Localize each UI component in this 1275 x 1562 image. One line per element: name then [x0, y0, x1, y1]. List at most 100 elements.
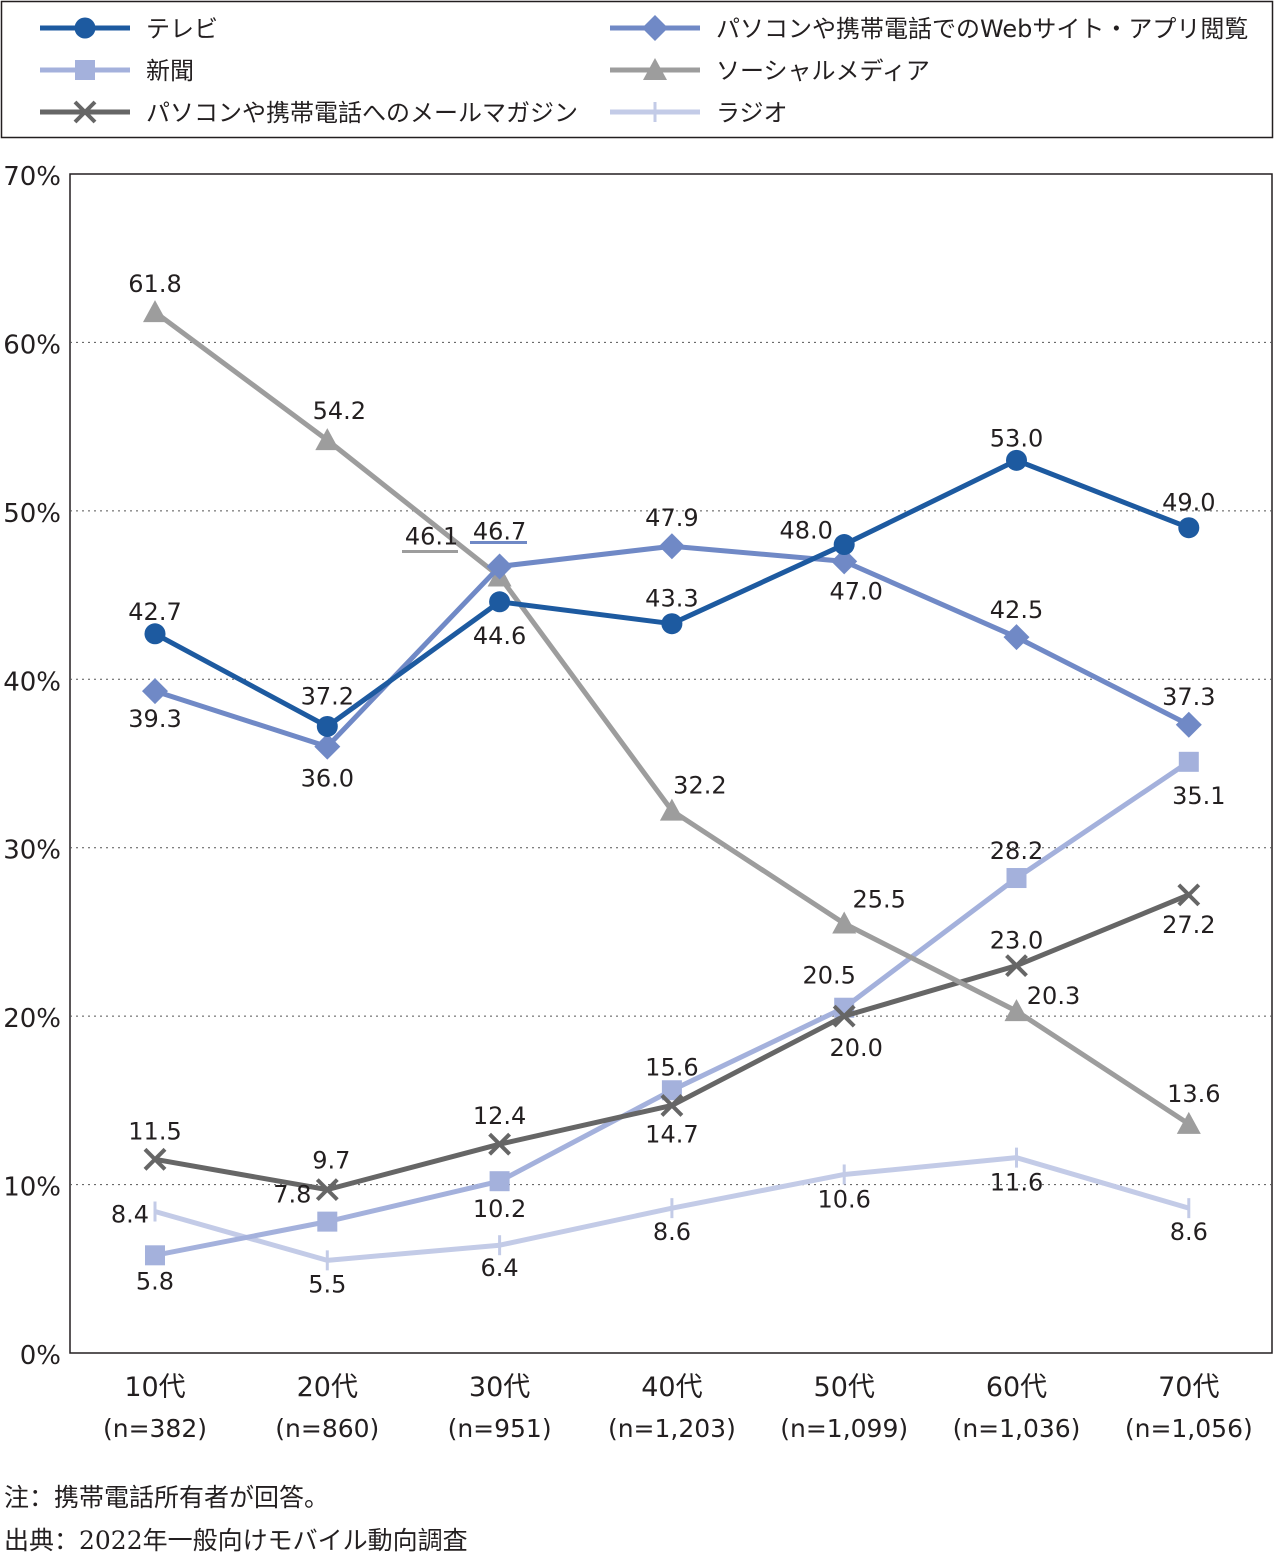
data-point — [488, 1132, 512, 1156]
data-point — [145, 1245, 165, 1266]
legend-label: ラジオ — [716, 99, 788, 127]
data-label: 27.2 — [1162, 911, 1215, 939]
data-point — [315, 1178, 339, 1202]
data-point — [1005, 954, 1028, 978]
data-label: 61.8 — [128, 270, 181, 298]
x-tick-note: (n=1,036) — [953, 1414, 1081, 1443]
data-point — [1003, 624, 1030, 651]
data-point — [1177, 883, 1201, 907]
data-label: 37.2 — [301, 682, 354, 710]
x-tick-note: (n=951) — [448, 1414, 552, 1443]
legend-item: パソコンや携帯電話へのメールマガジン — [40, 99, 578, 127]
data-point — [832, 911, 857, 934]
data-label: 5.5 — [308, 1270, 346, 1298]
data-label: 9.7 — [312, 1147, 350, 1175]
data-label: 20.5 — [802, 962, 855, 990]
legend-label: パソコンや携帯電話でのWebサイト・アプリ閲覧 — [716, 15, 1248, 43]
legend-item: ソーシャルメディア — [610, 57, 930, 85]
legend-marker — [73, 100, 97, 124]
y-tick-label: 60% — [3, 330, 61, 360]
data-point — [1006, 868, 1027, 889]
data-label: 6.4 — [481, 1254, 519, 1282]
data-label: 11.6 — [990, 1169, 1043, 1197]
legend-marker — [75, 60, 95, 80]
footnote-source: 出典：2022年一般向けモバイル動向調査 — [4, 1526, 468, 1555]
data-point — [1006, 449, 1027, 471]
data-label: 5.8 — [136, 1267, 174, 1295]
legend-label: パソコンや携帯電話へのメールマガジン — [146, 99, 578, 127]
x-tick-label: 60代 — [986, 1372, 1047, 1403]
data-label: 36.0 — [301, 765, 354, 793]
y-tick-label: 10% — [3, 1173, 61, 1203]
x-tick-label: 20代 — [297, 1372, 358, 1403]
data-label: 44.6 — [473, 622, 526, 650]
legend-label: テレビ — [146, 15, 218, 43]
data-point — [661, 1080, 682, 1101]
data-point — [489, 1171, 510, 1192]
data-point — [658, 533, 685, 560]
series-group — [143, 883, 1201, 1202]
x-tick-note: (n=1,099) — [780, 1414, 908, 1443]
data-point — [314, 733, 341, 760]
data-label: 42.7 — [128, 598, 181, 626]
x-tick-label: 70代 — [1158, 1372, 1219, 1403]
data-point — [659, 798, 684, 821]
data-label: 11.5 — [128, 1117, 181, 1145]
data-label: 47.0 — [829, 577, 882, 605]
data-label: 53.0 — [990, 424, 1043, 452]
data-point — [142, 678, 168, 705]
data-label: 10.2 — [473, 1195, 526, 1223]
plot-frame — [69, 173, 1273, 1354]
footnote-note: 注：携帯電話所有者が回答。 — [4, 1483, 330, 1512]
legend-item: パソコンや携帯電話でのWebサイト・アプリ閲覧 — [610, 15, 1248, 43]
y-tick-label: 50% — [3, 499, 61, 529]
data-label: 43.3 — [645, 585, 698, 613]
data-label: 20.3 — [1027, 982, 1080, 1010]
data-label: 25.5 — [852, 886, 905, 914]
data-label: 15.6 — [645, 1053, 698, 1081]
x-tick-label: 30代 — [469, 1372, 530, 1403]
y-tick-label: 40% — [3, 667, 61, 697]
series-group — [143, 300, 1201, 1134]
series-group — [142, 533, 1202, 760]
plot-area: 0% 10% 20% 30% 40% 50% 60% 70% 10代 (n=382) 20代 (n=8… — [3, 162, 1273, 1443]
data-label: 23.0 — [990, 927, 1043, 955]
data-label: 42.5 — [990, 596, 1043, 624]
data-label: 28.2 — [990, 837, 1043, 865]
data-point — [489, 591, 511, 613]
data-label: 8.6 — [653, 1218, 691, 1246]
data-label: 12.4 — [473, 1102, 526, 1130]
data-point — [486, 553, 513, 580]
x-tick-note: (n=860) — [275, 1414, 379, 1443]
data-label: 8.6 — [1170, 1218, 1208, 1246]
legend-marker — [74, 17, 96, 39]
y-tick-label: 70% — [3, 162, 61, 192]
data-point — [1176, 1111, 1201, 1134]
data-point — [143, 300, 167, 323]
data-point — [316, 715, 338, 737]
data-label: 35.1 — [1172, 782, 1225, 810]
data-label: 54.2 — [313, 397, 366, 425]
data-label: 7.8 — [273, 1181, 311, 1209]
data-point — [833, 534, 855, 556]
data-label: 8.4 — [111, 1201, 149, 1229]
data-label: 37.3 — [1162, 683, 1215, 711]
data-point — [1175, 711, 1202, 738]
legend-item: テレビ — [40, 15, 218, 43]
data-label: 13.6 — [1167, 1080, 1220, 1108]
legend-item: 新聞 — [40, 57, 194, 85]
data-point — [660, 1093, 684, 1117]
data-point — [1178, 751, 1199, 772]
data-label: 46.7 — [473, 517, 526, 545]
data-label: 10.6 — [817, 1185, 870, 1213]
data-label: 32.2 — [673, 772, 726, 800]
data-point — [317, 1211, 338, 1232]
data-point — [831, 548, 858, 575]
data-label: 46.1 — [405, 523, 458, 551]
series-group — [144, 449, 1200, 737]
data-label: 49.0 — [1162, 489, 1215, 517]
x-tick-note: (n=382) — [103, 1414, 207, 1443]
y-tick-label: 20% — [3, 1004, 61, 1034]
data-point — [661, 613, 683, 635]
